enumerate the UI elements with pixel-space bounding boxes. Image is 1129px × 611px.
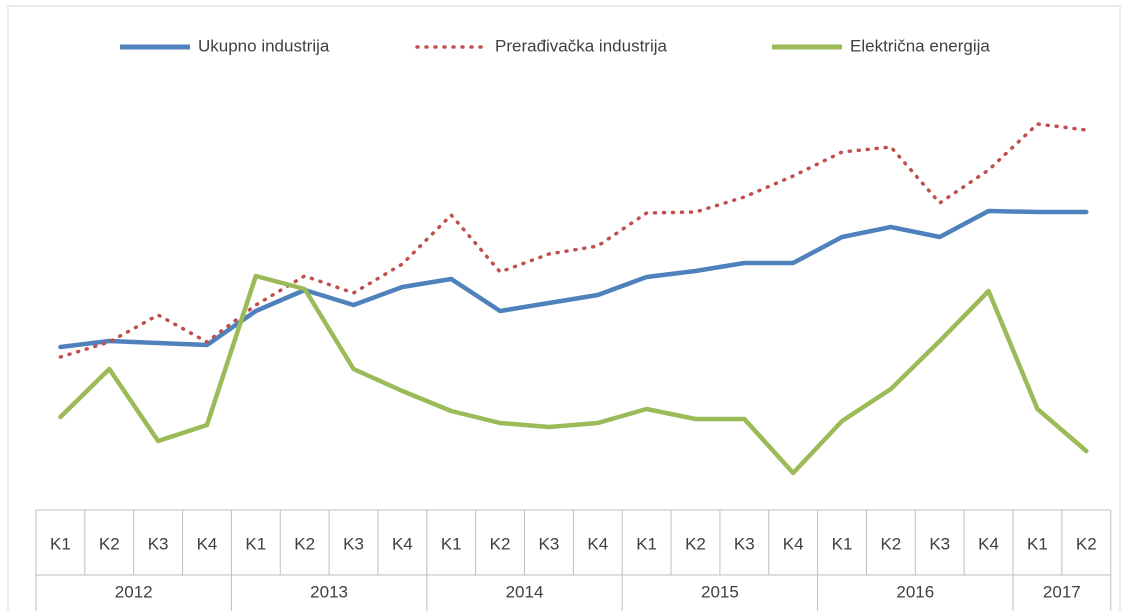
x-tick-label: K2 [880,534,901,553]
x-tick-label: K4 [587,534,608,553]
x-tick-label: K4 [392,534,413,553]
x-tick-label: K4 [978,534,999,553]
series-line [58,122,1089,359]
x-tick-label: K2 [490,534,511,553]
x-tick-label: K2 [99,534,120,553]
x-group-label: 2015 [701,582,739,601]
x-tick-label: K4 [197,534,218,553]
x-tick-label: K1 [636,534,657,553]
x-group-label: 2013 [310,582,348,601]
x-tick-label: K3 [929,534,950,553]
series-line [58,273,1089,476]
x-group-label: 2017 [1043,582,1081,601]
x-tick-label: K1 [441,534,462,553]
x-tick-label: K3 [734,534,755,553]
x-tick-label: K2 [685,534,706,553]
series-line [58,208,1089,350]
x-tick-label: K4 [783,534,804,553]
x-tick-label: K1 [1027,534,1048,553]
legend-label: Ukupno industrija [198,36,330,55]
x-tick-label: K1 [832,534,853,553]
x-group-label: 2016 [896,582,934,601]
x-tick-label: K1 [245,534,266,553]
x-group-label: 2012 [115,582,153,601]
x-tick-label: K2 [1076,534,1097,553]
chart-border [7,5,1121,611]
x-tick-label: K3 [539,534,560,553]
x-tick-label: K1 [50,534,71,553]
legend-label: Prerađivačka industrija [495,36,668,55]
x-tick-label: K3 [343,534,364,553]
x-tick-label: K3 [148,534,169,553]
x-tick-label: K2 [294,534,315,553]
legend-label: Električna energija [850,36,990,55]
x-group-label: 2014 [506,582,544,601]
